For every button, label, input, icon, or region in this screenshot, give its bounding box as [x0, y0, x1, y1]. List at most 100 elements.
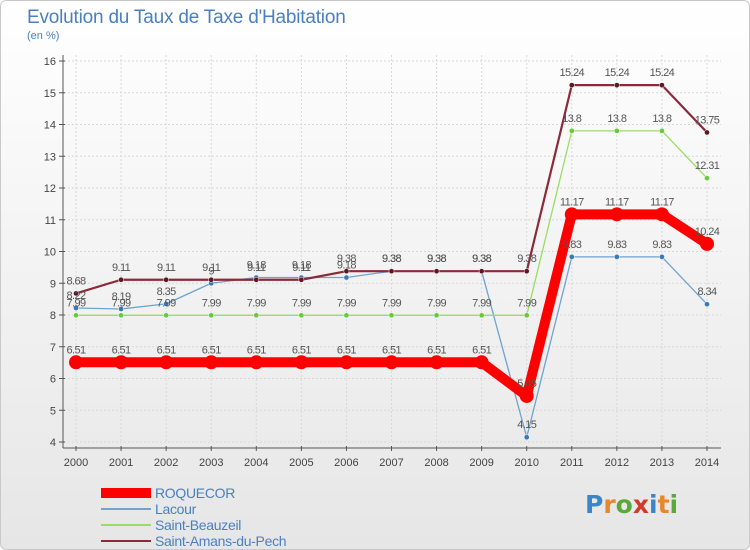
data-label: 6.51	[247, 344, 266, 356]
data-point	[704, 175, 710, 182]
data-label: 7.99	[202, 297, 221, 309]
legend-swatch	[101, 508, 151, 510]
data-point	[163, 301, 169, 307]
data-label: 9.38	[427, 253, 446, 265]
data-point	[614, 82, 620, 88]
data-point	[523, 268, 530, 275]
data-label: 6.51	[472, 344, 491, 356]
y-tick-label: 5	[50, 405, 56, 417]
y-tick-label: 10	[44, 247, 56, 259]
proxiti-logo: Proxiti	[585, 490, 678, 519]
y-tick-label: 16	[44, 56, 56, 68]
data-label: 9.83	[562, 239, 581, 251]
data-point	[298, 312, 305, 319]
x-tick-label: 2001	[109, 457, 133, 469]
data-point	[659, 254, 665, 260]
data-label: 7.99	[517, 297, 536, 309]
data-point	[519, 388, 534, 403]
data-label: 7.99	[292, 297, 311, 309]
x-tick-label: 2005	[289, 457, 313, 469]
data-point	[208, 312, 215, 319]
data-label: 11.17	[605, 196, 629, 208]
logo-letter: i	[649, 490, 658, 519]
data-point	[249, 355, 264, 370]
data-point	[253, 276, 260, 283]
data-label: 6.51	[66, 344, 85, 356]
x-tick-label: 2011	[560, 457, 584, 469]
data-point	[659, 128, 665, 134]
legend-swatch	[101, 488, 151, 498]
data-label: 9.83	[607, 239, 626, 251]
data-point	[343, 312, 350, 319]
legend-label: Saint-Beauzeil	[155, 517, 242, 533]
data-label: 5.45	[517, 378, 536, 390]
data-label: 13.8	[562, 113, 581, 125]
data-label: 7.99	[247, 297, 266, 309]
x-tick-label: 2013	[650, 457, 674, 469]
data-point	[654, 207, 669, 222]
data-point	[114, 355, 129, 370]
data-point	[433, 312, 440, 319]
data-label: 8.19	[112, 291, 131, 303]
data-point	[343, 274, 350, 281]
x-tick-label: 2007	[379, 457, 403, 469]
legend-swatch	[101, 524, 151, 526]
data-label: 12.31	[695, 160, 720, 172]
data-label: 15.24	[560, 67, 585, 79]
x-tick-label: 2006	[334, 457, 358, 469]
data-point	[700, 236, 714, 251]
data-label: 6.51	[157, 344, 176, 356]
data-point	[253, 312, 260, 319]
logo-letter: P	[585, 490, 604, 519]
data-label: 9.11	[157, 262, 176, 274]
data-label: 9.38	[382, 253, 401, 265]
data-point	[163, 312, 169, 319]
data-point	[388, 312, 395, 319]
x-tick-label: 2004	[244, 457, 268, 469]
data-label: 9.38	[472, 253, 491, 265]
data-label: 9.38	[517, 253, 536, 265]
data-point	[118, 276, 124, 283]
x-tick-label: 2003	[199, 457, 223, 469]
data-label: 9.38	[472, 253, 491, 265]
data-point	[568, 128, 575, 134]
data-label: 6.51	[112, 344, 131, 356]
data-point	[208, 276, 215, 283]
y-tick-label: 9	[50, 278, 56, 290]
data-label: 15.24	[650, 67, 675, 79]
data-point	[204, 355, 219, 370]
data-point	[659, 82, 665, 88]
y-tick-label: 11	[45, 215, 56, 227]
x-tick-label: 2010	[514, 457, 538, 469]
data-point	[343, 268, 350, 275]
y-tick-label: 6	[50, 374, 56, 386]
logo-letter: r	[603, 490, 616, 519]
legend-label: ROQUECOR	[155, 485, 236, 501]
y-tick-label: 7	[50, 342, 56, 354]
data-point	[614, 128, 620, 134]
data-label: 4.15	[517, 419, 536, 431]
legend-label: Lacour	[155, 501, 197, 517]
data-label: 8.34	[697, 286, 716, 298]
data-point	[118, 312, 124, 319]
y-tick-label: 12	[44, 183, 56, 195]
data-point	[298, 276, 305, 283]
y-tick-label: 4	[50, 437, 56, 449]
data-point	[568, 254, 575, 260]
data-label: 9.38	[337, 253, 356, 265]
data-label: 13.8	[652, 113, 671, 125]
y-tick-label: 15	[44, 88, 56, 100]
data-label: 7.99	[382, 297, 401, 309]
legend-swatch	[101, 540, 151, 542]
data-label: 11.17	[560, 196, 584, 208]
data-point	[69, 355, 83, 370]
data-label: 9.11	[247, 262, 266, 274]
data-label: 9.11	[112, 262, 131, 274]
x-tick-label: 2002	[154, 457, 178, 469]
data-point	[388, 268, 395, 275]
data-label: 9.11	[202, 262, 221, 274]
data-label: 9.18	[247, 260, 266, 272]
data-point	[704, 129, 710, 136]
